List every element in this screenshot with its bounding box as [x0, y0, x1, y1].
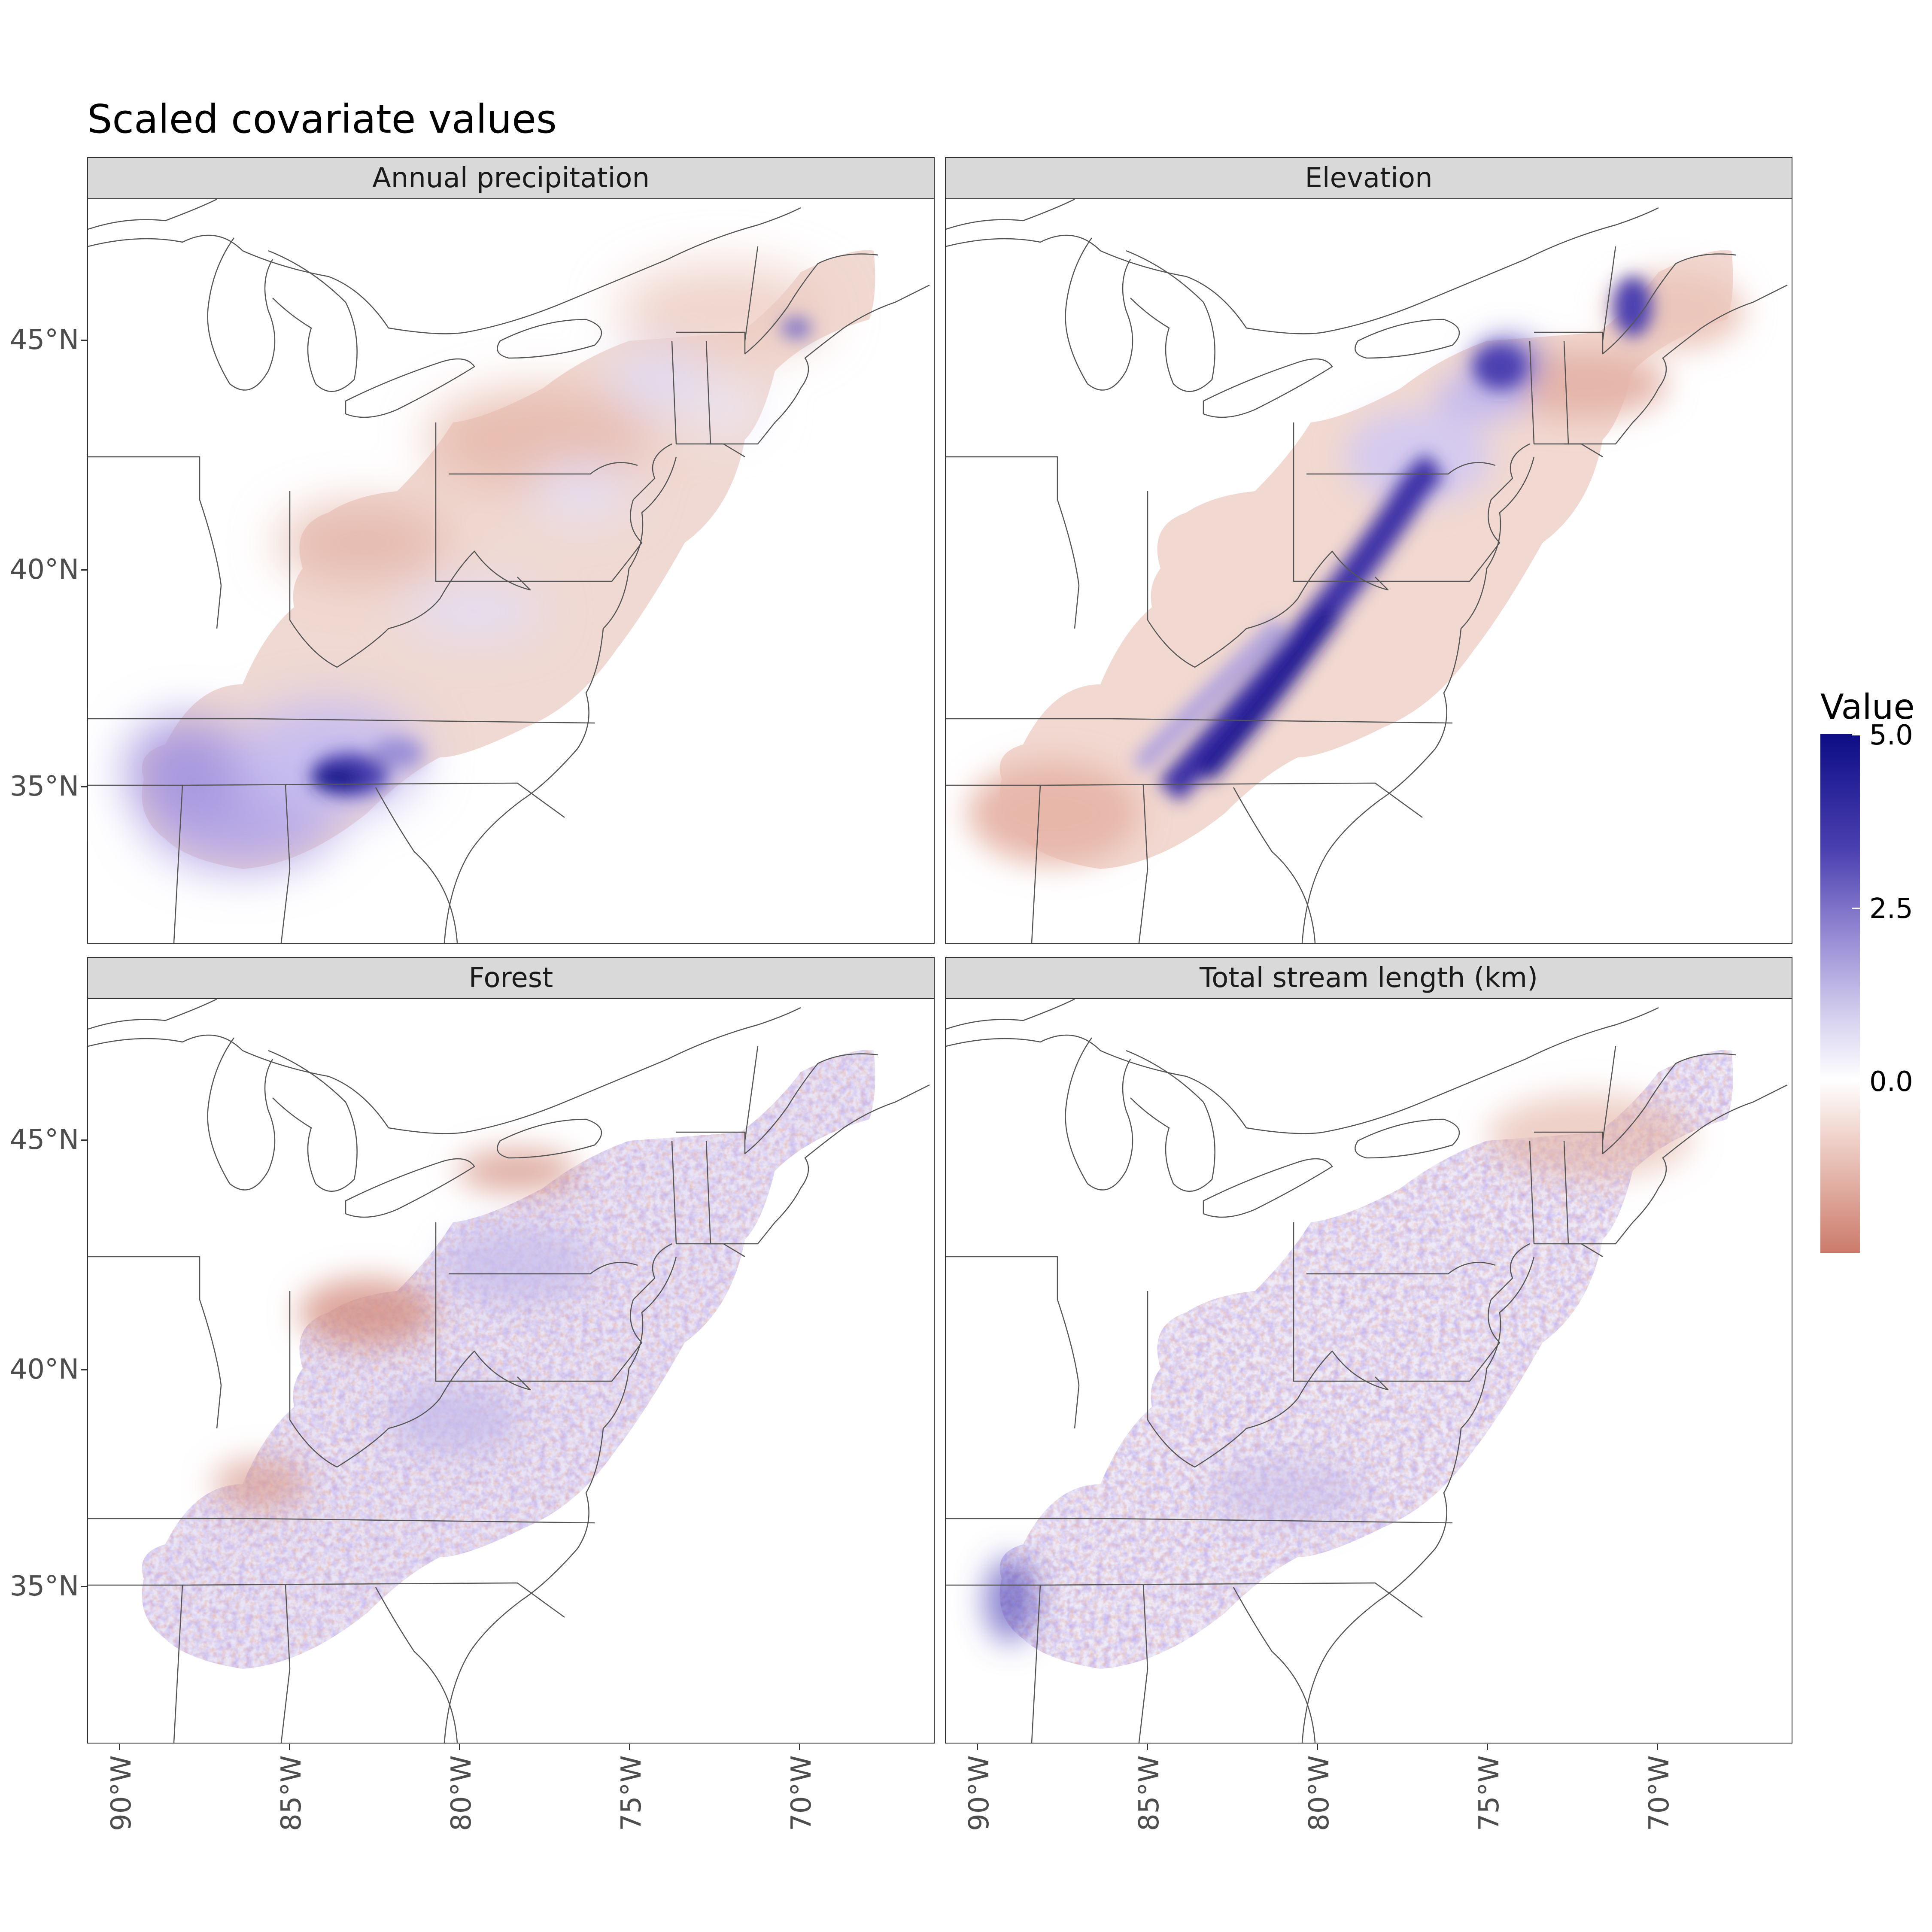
map-total-stream-length — [945, 998, 1792, 1744]
y-tick-label-35n-top: 35°N — [9, 771, 79, 802]
x-tick-label-85w-right: 85°W — [1133, 1755, 1165, 1831]
panel-strip-label: Total stream length (km) — [945, 957, 1792, 999]
legend-title: Value — [1820, 687, 1915, 727]
panel-strip-label: Elevation — [945, 157, 1792, 199]
map-canvas — [946, 999, 1788, 1743]
panel-annual-precipitation: Annual precipitation — [87, 157, 935, 944]
x-tick — [1487, 1744, 1488, 1750]
x-tick-label-90w-left: 90°W — [106, 1755, 137, 1831]
legend-tick-label-2-5: 2.5 — [1869, 893, 1913, 925]
map-forest — [87, 998, 935, 1744]
panel-elevation: Elevation — [945, 157, 1792, 944]
x-tick-label-70w-left: 70°W — [786, 1755, 817, 1831]
x-tick — [799, 1744, 800, 1750]
x-tick — [977, 1744, 978, 1750]
legend-tick — [1852, 1081, 1860, 1082]
y-tick — [81, 1139, 87, 1141]
y-tick — [81, 569, 87, 571]
x-tick — [1657, 1744, 1658, 1750]
x-tick-label-75w-left: 75°W — [616, 1755, 647, 1831]
x-tick-label-70w-right: 70°W — [1643, 1755, 1675, 1831]
y-tick-label-45n-top: 45°N — [9, 324, 79, 356]
y-tick — [81, 340, 87, 341]
map-canvas — [88, 199, 930, 943]
y-tick-label-35n-bottom: 35°N — [9, 1571, 79, 1602]
legend-tick — [1852, 734, 1860, 735]
x-tick-label-80w-left: 80°W — [446, 1755, 477, 1831]
map-canvas — [946, 199, 1788, 943]
map-elevation — [945, 198, 1792, 944]
x-tick — [1317, 1744, 1318, 1750]
x-tick — [1147, 1744, 1148, 1750]
panel-strip-label: Annual precipitation — [87, 157, 935, 199]
figure-title: Scaled covariate values — [87, 96, 557, 142]
x-tick — [459, 1744, 460, 1750]
x-tick-label-75w-right: 75°W — [1473, 1755, 1505, 1831]
legend-tick-label-5: 5.0 — [1869, 720, 1913, 751]
y-tick-label-40n-top: 40°N — [9, 554, 79, 586]
y-tick — [81, 786, 87, 787]
panel-strip-label: Forest — [87, 957, 935, 999]
color-legend: Value 5.0 2.5 0.0 — [1820, 687, 1932, 1288]
legend-colorbar — [1820, 734, 1860, 1253]
y-tick — [81, 1369, 87, 1370]
legend-tick-label-0: 0.0 — [1869, 1066, 1913, 1098]
x-tick-label-80w-right: 80°W — [1303, 1755, 1335, 1831]
x-tick — [119, 1744, 120, 1750]
panel-total-stream-length: Total stream length (km) — [945, 957, 1792, 1744]
x-tick-label-90w-right: 90°W — [963, 1755, 995, 1831]
y-tick-label-45n-bottom: 45°N — [9, 1124, 79, 1156]
x-tick-label-85w-left: 85°W — [276, 1755, 307, 1831]
map-canvas — [88, 999, 930, 1743]
panel-forest: Forest — [87, 957, 935, 1744]
map-annual-precipitation — [87, 198, 935, 944]
legend-tick — [1852, 908, 1860, 909]
x-tick — [629, 1744, 630, 1750]
y-tick-label-40n-bottom: 40°N — [9, 1354, 79, 1385]
x-tick — [289, 1744, 290, 1750]
y-tick — [81, 1586, 87, 1587]
